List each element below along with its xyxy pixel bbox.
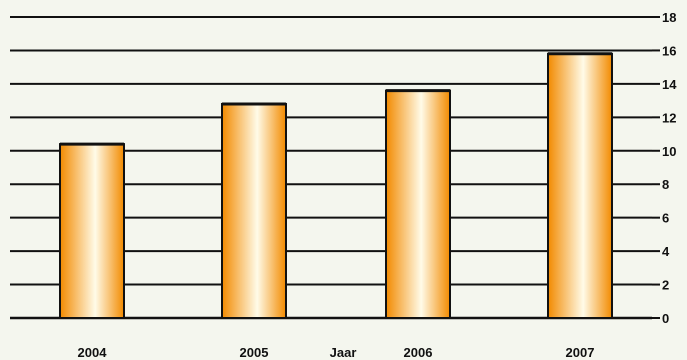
x-category-label: 2006 <box>404 345 433 360</box>
x-category-label: 2005 <box>240 345 269 360</box>
y-tick-label: 4 <box>662 244 670 259</box>
bar-2004 <box>59 143 125 319</box>
x-axis-labels: 2004 2005 2006 2007 <box>78 345 595 360</box>
y-tick-label: 8 <box>662 177 669 192</box>
x-category-label: 2007 <box>566 345 595 360</box>
y-tick-label: 14 <box>662 77 677 92</box>
y-tick-label: 6 <box>662 211 669 226</box>
y-tick-label: 0 <box>662 311 669 326</box>
x-axis-title: Jaar <box>330 345 357 360</box>
bars <box>59 52 613 320</box>
bar-2007 <box>547 52 613 320</box>
y-tick-label: 18 <box>662 10 676 25</box>
y-tick-label: 2 <box>662 278 669 293</box>
y-tick-label: 12 <box>662 110 676 125</box>
y-axis-ticks: 0 2 4 6 8 10 12 14 16 18 <box>652 10 677 326</box>
x-category-label: 2004 <box>78 345 108 360</box>
bar-2005 <box>221 102 287 320</box>
y-tick-label: 10 <box>662 144 676 159</box>
bar-2006 <box>385 89 451 319</box>
y-tick-label: 16 <box>662 43 676 58</box>
